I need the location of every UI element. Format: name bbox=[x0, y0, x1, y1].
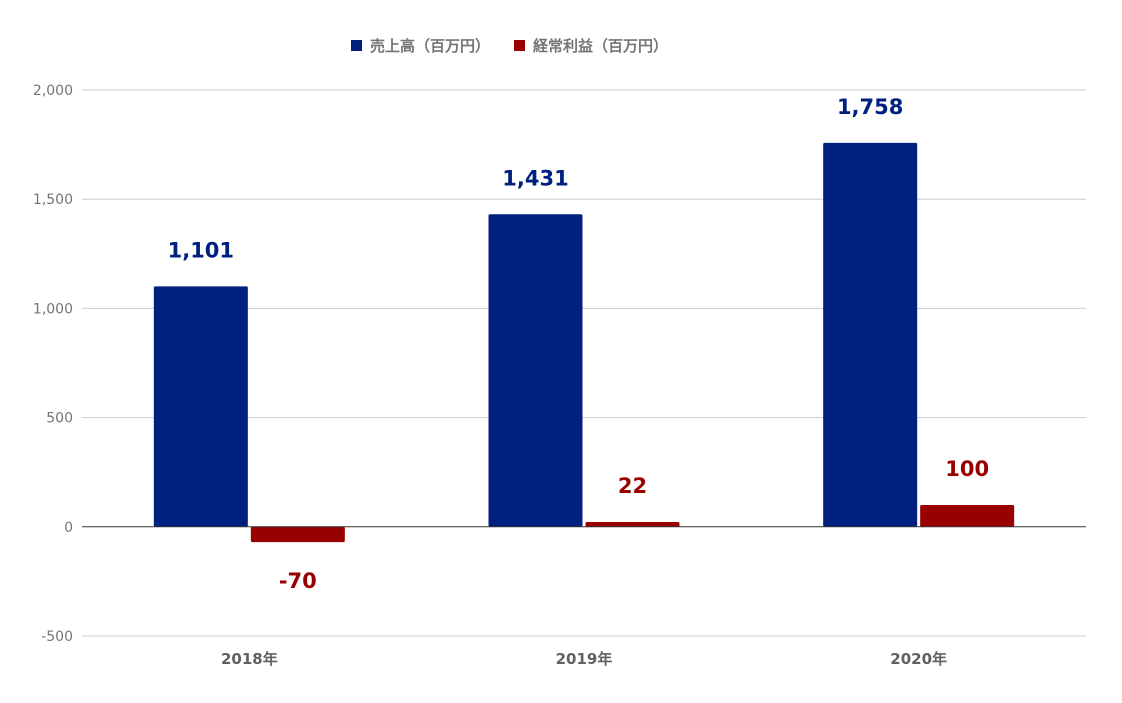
x-category-label: 2018年 bbox=[221, 650, 278, 668]
legend-swatch-sales bbox=[351, 40, 362, 51]
sales-bar bbox=[488, 214, 583, 527]
legend-label-sales: 売上高（百万円） bbox=[370, 37, 490, 55]
profit-data-label: -70 bbox=[279, 569, 317, 593]
sales-data-label: 1,431 bbox=[502, 166, 568, 190]
y-tick-label: 1,500 bbox=[33, 192, 73, 208]
y-tick-label: 0 bbox=[64, 520, 73, 536]
data-labels: 1,101 -70 1,431 22 1,758 100 bbox=[168, 95, 989, 593]
profit-data-label: 22 bbox=[618, 474, 647, 498]
x-category-label: 2020年 bbox=[890, 650, 947, 668]
y-axis-ticks: 2,000 1,500 1,000 500 0 -500 bbox=[33, 83, 73, 645]
x-category-label: 2019年 bbox=[556, 650, 613, 668]
profit-bar bbox=[585, 521, 680, 527]
profit-bar bbox=[250, 526, 345, 543]
sales-bar bbox=[153, 286, 248, 527]
sales-data-label: 1,758 bbox=[837, 95, 903, 119]
x-axis-categories: 2018年 2019年 2020年 bbox=[221, 650, 947, 668]
y-tick-label: 2,000 bbox=[33, 83, 73, 99]
legend: 売上高（百万円） 経常利益（百万円） bbox=[351, 37, 668, 55]
y-tick-label: -500 bbox=[41, 629, 73, 645]
y-tick-label: 500 bbox=[46, 411, 73, 427]
y-tick-label: 1,000 bbox=[33, 301, 73, 317]
profit-bar bbox=[920, 504, 1015, 527]
bars bbox=[153, 142, 1015, 543]
gridlines bbox=[82, 89, 1086, 637]
legend-swatch-profit bbox=[514, 40, 525, 51]
profit-data-label: 100 bbox=[945, 457, 989, 481]
legend-label-profit: 経常利益（百万円） bbox=[533, 37, 668, 55]
sales-data-label: 1,101 bbox=[168, 238, 234, 262]
sales-bar bbox=[823, 142, 918, 527]
